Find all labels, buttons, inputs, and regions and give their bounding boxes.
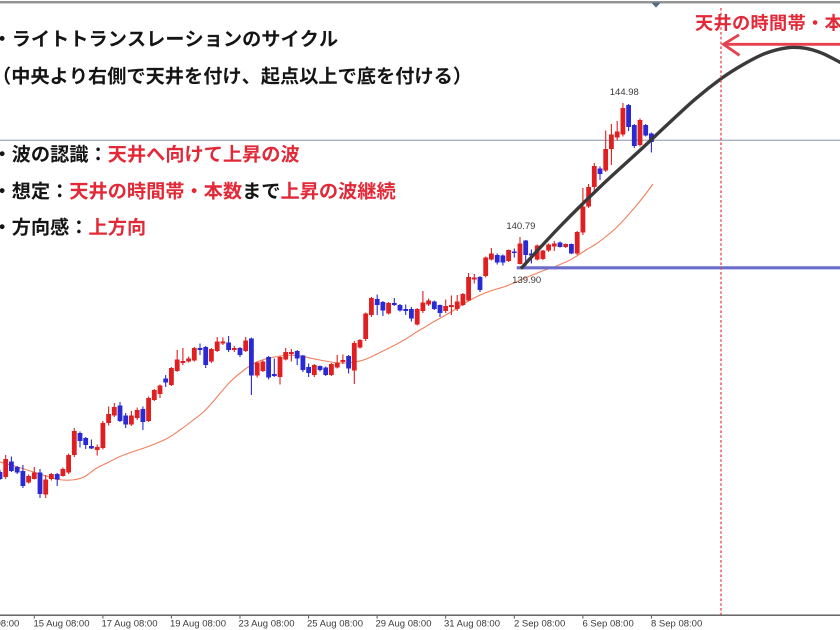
- svg-text:6 Sep 08:00: 6 Sep 08:00: [583, 618, 634, 629]
- svg-text:29 Aug 08:00: 29 Aug 08:00: [376, 618, 432, 629]
- svg-text:11 Aug 08:00: 11 Aug 08:00: [0, 618, 19, 629]
- svg-text:31 Aug 08:00: 31 Aug 08:00: [444, 618, 500, 629]
- svg-text:2 Sep 08:00: 2 Sep 08:00: [514, 618, 565, 629]
- svg-text:19 Aug 08:00: 19 Aug 08:00: [170, 618, 226, 629]
- svg-text:15 Aug 08:00: 15 Aug 08:00: [34, 618, 90, 629]
- svg-text:25 Aug 08:00: 25 Aug 08:00: [307, 618, 363, 629]
- svg-text:140.79: 140.79: [506, 221, 535, 232]
- svg-text:23 Aug 08:00: 23 Aug 08:00: [239, 618, 295, 629]
- svg-text:139.90: 139.90: [512, 275, 541, 286]
- svg-text:8 Sep 08:00: 8 Sep 08:00: [651, 618, 702, 629]
- svg-text:17 Aug 08:00: 17 Aug 08:00: [102, 618, 158, 629]
- svg-text:144.98: 144.98: [610, 87, 639, 98]
